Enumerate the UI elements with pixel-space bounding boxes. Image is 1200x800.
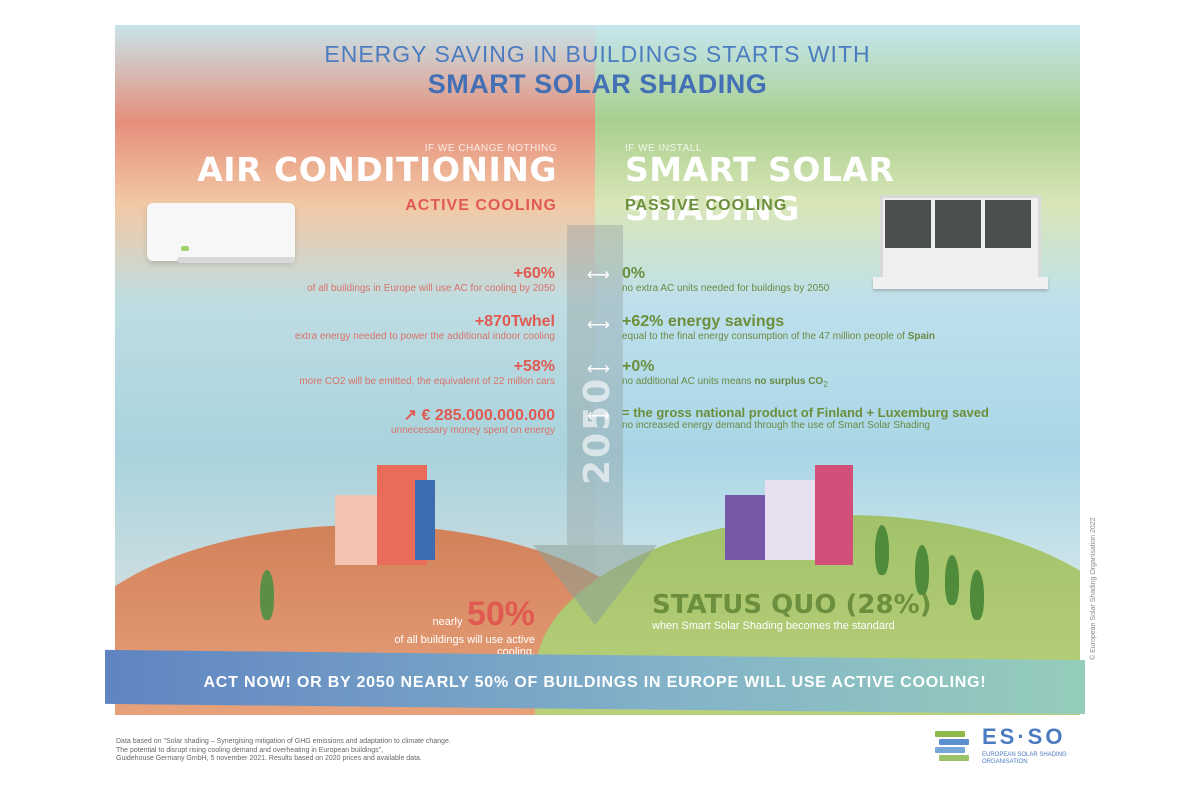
- title-line-2: SMART SOLAR SHADING: [427, 69, 768, 99]
- footnote-line: Guidehouse Germany GmbH, 5 november 2021…: [116, 755, 422, 762]
- infographic-poster: 2050 ENERGY SAVING IN BUILDINGS STARTS W…: [115, 25, 1080, 715]
- double-arrow-icon: ⟷: [587, 317, 610, 334]
- building-icon: [415, 480, 435, 560]
- esso-logo-subtitle: EUROPEAN SOLAR SHADING ORGANISATION: [982, 752, 1067, 765]
- right-bottom-stat: STATUS QUO (28%) when Smart Solar Shadin…: [652, 590, 932, 632]
- building-icon: [815, 465, 853, 565]
- air-conditioner-icon: [147, 203, 295, 261]
- right-stat-desc: no additional AC units means: [622, 376, 752, 387]
- air-conditioner-led: [181, 246, 189, 251]
- left-bottom-value: 50%: [466, 595, 535, 633]
- right-heading: SMART SOLAR SHADING: [625, 150, 895, 228]
- blind-panel: [935, 200, 981, 248]
- tree-icon: [915, 545, 929, 595]
- title-line-1: ENERGY SAVING IN BUILDINGS STARTS WITH: [324, 41, 871, 67]
- window-sill: [873, 277, 1048, 289]
- left-stat-desc: more CO2 will be emitted, the equivalent…: [299, 376, 555, 387]
- right-bottom-desc: when Smart Solar Shading becomes the sta…: [652, 620, 895, 632]
- left-bottom-prefix: nearly: [432, 616, 463, 628]
- right-stat-desc-row: no additional AC units means no surplus …: [622, 376, 828, 389]
- right-stat-desc-bold: Spain: [907, 331, 935, 342]
- right-stat-1: 0% no extra AC units needed for building…: [622, 265, 829, 294]
- right-stat-desc-row: equal to the final energy consumption of…: [622, 331, 935, 342]
- double-arrow-icon: ⟷: [587, 408, 610, 425]
- year-label: 2050: [577, 376, 618, 485]
- tree-icon: [970, 570, 984, 620]
- copyright-text: © European Solar Shading Organisation 20…: [1090, 517, 1097, 660]
- left-stat-desc: extra energy needed to power the additio…: [294, 331, 555, 342]
- left-stat-value: +870Twhel: [474, 313, 555, 330]
- footnote-line: The potential to disrupt rising cooling …: [116, 746, 384, 754]
- center-arrow-head: [533, 545, 657, 625]
- left-stat-4: ↗ € 285.000.000.000 unnecessary money sp…: [391, 405, 555, 436]
- right-stat-value: 0%: [622, 265, 646, 282]
- esso-logo-icon: [935, 727, 975, 767]
- left-caption: IF WE CHANGE NOTHING: [424, 143, 557, 154]
- tree-icon: [875, 525, 889, 575]
- right-stat-desc-sub: 2: [823, 379, 828, 389]
- blind-panel: [885, 200, 931, 248]
- shaded-window-icon: [880, 195, 1041, 281]
- right-bottom-value: STATUS QUO (28%): [652, 590, 932, 620]
- left-stat-value: +58%: [513, 358, 555, 375]
- double-arrow-icon: ⟷: [587, 361, 610, 378]
- left-stat-2: +870Twhel extra energy needed to power t…: [295, 313, 555, 342]
- left-heading: AIR CONDITIONING: [197, 150, 557, 189]
- right-stat-desc: no increased energy demand through the u…: [622, 420, 930, 431]
- left-stat-1: +60% of all buildings in Europe will use…: [307, 265, 555, 294]
- left-bottom-stat: nearly 50% of all buildings will use act…: [370, 595, 535, 658]
- left-stat-desc: unnecessary money spent on energy: [391, 425, 555, 436]
- right-stat-value: +62% energy savings: [622, 313, 785, 330]
- right-caption: IF WE INSTALL: [625, 143, 702, 154]
- left-stat-3: +58% more CO2 will be emitted, the equiv…: [299, 358, 555, 387]
- left-subheading: ACTIVE COOLING: [405, 197, 557, 214]
- right-stat-4: = the gross national product of Finland …: [622, 405, 989, 431]
- left-stat-desc: of all buildings in Europe will use AC f…: [307, 283, 555, 294]
- right-stat-value: = the gross national product of Finland …: [622, 405, 989, 420]
- center-arrow-shaft: [567, 225, 623, 545]
- right-stat-desc: equal to the final energy consumption of…: [622, 331, 905, 342]
- left-stat-value: +60%: [513, 265, 555, 282]
- right-stat-2: +62% energy savings equal to the final e…: [622, 313, 935, 342]
- air-conditioner-grill: [177, 257, 295, 263]
- footnote-line: Data based on "Solar shading – Synergisi…: [116, 738, 451, 745]
- call-to-action-text: ACT NOW! OR BY 2050 NEARLY 50% OF BUILDI…: [203, 674, 987, 691]
- left-stat-value: € 285.000.000.000: [421, 407, 555, 424]
- right-subheading: PASSIVE COOLING: [625, 197, 788, 214]
- right-stat-value: +0%: [622, 358, 655, 375]
- double-arrow-icon: ⟷: [587, 267, 610, 284]
- blind-panel: [985, 200, 1031, 248]
- cactus-icon: [260, 570, 274, 620]
- tree-icon: [945, 555, 959, 605]
- left-stat-value-row: ↗ € 285.000.000.000: [391, 405, 555, 425]
- right-stat-3: +0% no additional AC units means no surp…: [622, 358, 828, 389]
- building-icon: [335, 495, 377, 565]
- trend-up-icon: ↗: [403, 407, 418, 424]
- right-stat-desc-bold: no surplus CO: [754, 376, 824, 387]
- esso-logo-text: ES·SO: [982, 724, 1066, 749]
- source-footnote: Data based on "Solar shading – Synergisi…: [116, 738, 536, 764]
- right-stat-desc: no extra AC units needed for buildings b…: [622, 283, 830, 294]
- building-icon: [725, 495, 765, 560]
